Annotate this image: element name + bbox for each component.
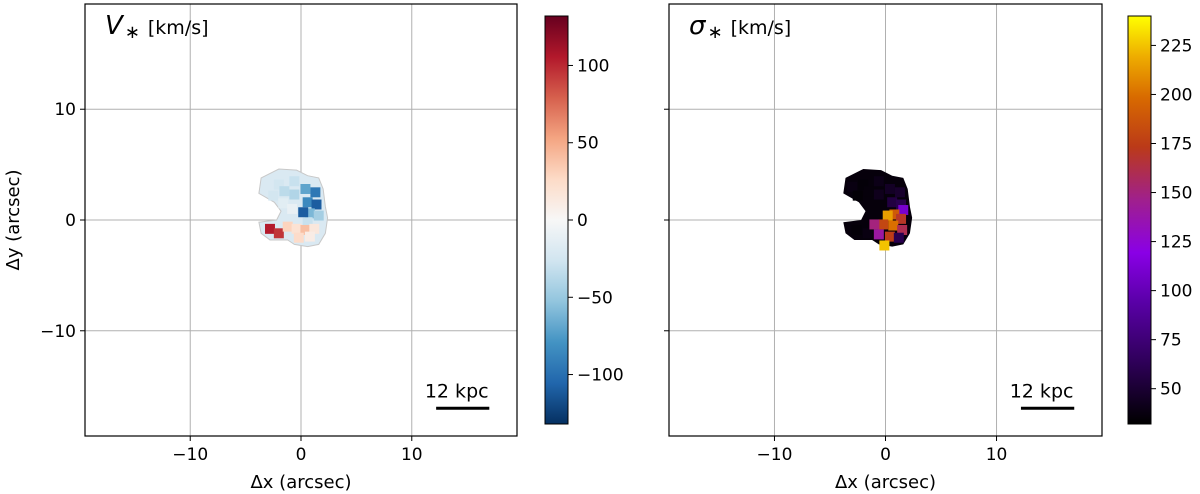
dispersion-pixel [851,224,862,235]
dispersion-colorbar-tick-label: 225 [1160,36,1192,56]
dispersion-colorbar-tick-label: 50 [1160,380,1182,400]
velocity-pixel [278,198,289,209]
velocity-xlabel: Δx (arcsec) [250,472,351,493]
velocity-pixel [309,223,320,234]
velocity-pixel [273,228,284,239]
velocity-pixel [298,207,309,218]
velocity-pixel [289,189,300,200]
velocity-scalebar-label: 12 kpc [425,380,489,402]
dispersion-colorbar [1127,15,1152,425]
dispersion-pixel [889,209,900,220]
dispersion-colorbar-tick-label: 125 [1160,233,1192,253]
dispersion-xtick-label: −10 [757,445,793,465]
velocity-pixel [265,223,275,234]
dispersion-title-unit: [km/s] [731,17,792,39]
dispersion-ticks: −10 0 10 [664,108,1008,465]
velocity-pixel [311,199,322,210]
velocity-xtick-label: 0 [296,445,307,465]
velocity-colorbar [544,15,569,425]
velocity-title-unit: [km/s] [148,17,209,39]
velocity-pixel [289,176,300,187]
velocity-ytick-label: 0 [65,211,76,231]
velocity-pixel [293,232,304,243]
velocity-title: V ∗ [km/s] [105,11,209,43]
dispersion-colorbar-tick-label: 150 [1160,184,1192,204]
dispersion-pixel [862,228,873,239]
dispersion-pixel [898,205,909,216]
dispersion-pixel [882,210,893,221]
velocity-xtick-label: −10 [172,445,208,465]
velocity-title-subscript: ∗ [125,22,140,43]
dispersion-pixel [873,176,884,187]
dispersion-pixel [847,181,858,192]
velocity-pixel [279,186,290,197]
velocity-pixel [291,223,302,234]
velocity-colorbar-ticks: 100 50 0 −50 −100 [568,56,624,386]
velocity-pixel [304,231,315,242]
dispersion-pixel [893,232,904,243]
velocity-colorbar-tick-label: 50 [577,134,599,154]
dispersion-colorbar-tick-label: 200 [1160,85,1192,105]
dispersion-title-symbol: σ [689,11,707,41]
dispersion-pixel [879,240,890,251]
dispersion-pixel [888,220,899,231]
velocity-pixel [310,187,321,198]
dispersion-pixel [896,213,907,224]
velocity-pixel [287,203,298,214]
dispersion-pixel [873,189,884,200]
dispersion-grid [669,4,1102,436]
dispersion-pixels [847,176,909,251]
dispersion-pixel [873,229,884,240]
dispersion-pixel [884,183,895,194]
velocity-ytick-label: −10 [40,322,76,342]
velocity-pixel [300,184,311,194]
dispersion-colorbar-ticks: 225 200 175 150 125 100 75 50 [1151,36,1192,400]
velocity-pixel [273,179,284,190]
dispersion-pixel [887,197,898,208]
dispersion-pixel [869,219,880,230]
dispersion-pixel [863,186,874,197]
velocity-colorbar-tick-label: −50 [577,288,613,308]
velocity-pixel [304,208,315,219]
velocity-ylabel: Δy (arcsec) [3,169,24,270]
velocity-ticks: −10 0 10 10 0 −10 [40,100,422,465]
dispersion-scalebar-label: 12 kpc [1010,380,1074,402]
dispersion-pixel [896,199,907,210]
velocity-ytick-label: 10 [54,100,76,120]
velocity-pixels [262,176,324,243]
velocity-pixel [313,210,324,221]
velocity-pixel [300,224,311,235]
velocity-colorbar-tick-label: 0 [577,211,588,231]
dispersion-xtick-label: 0 [880,445,891,465]
velocity-colorbar-tick-label: −100 [577,366,624,386]
dispersion-panel: −10 0 10 σ ∗ [km/s] Δx (arcsec) 12 kpc 225 20… [664,3,1192,493]
velocity-pixel [302,197,313,208]
dispersion-colorbar-tick-label: 100 [1160,282,1192,302]
dispersion-pixel [884,231,895,242]
velocity-pixel [282,221,293,232]
velocity-pixel [268,190,279,201]
dispersion-pixel [897,224,908,235]
dispersion-xlabel: Δx (arcsec) [835,472,936,493]
dispersion-title-subscript: ∗ [707,22,722,43]
dispersion-xtick-label: 10 [986,445,1008,465]
velocity-colorbar-tick-label: 100 [577,56,609,76]
velocity-pixel [302,217,313,228]
dispersion-pixel [852,190,863,201]
dispersion-title: σ ∗ [km/s] [689,11,791,43]
dispersion-pixel [894,187,905,198]
velocity-xtick-label: 10 [401,445,423,465]
velocity-title-symbol: V [105,11,125,41]
dispersion-colorbar-tick-label: 75 [1160,331,1182,351]
velocity-pixel [262,181,273,192]
dispersion-pixel [878,219,889,230]
dispersion-colorbar-tick-label: 175 [1160,135,1192,155]
dispersion-pixel [858,179,869,190]
